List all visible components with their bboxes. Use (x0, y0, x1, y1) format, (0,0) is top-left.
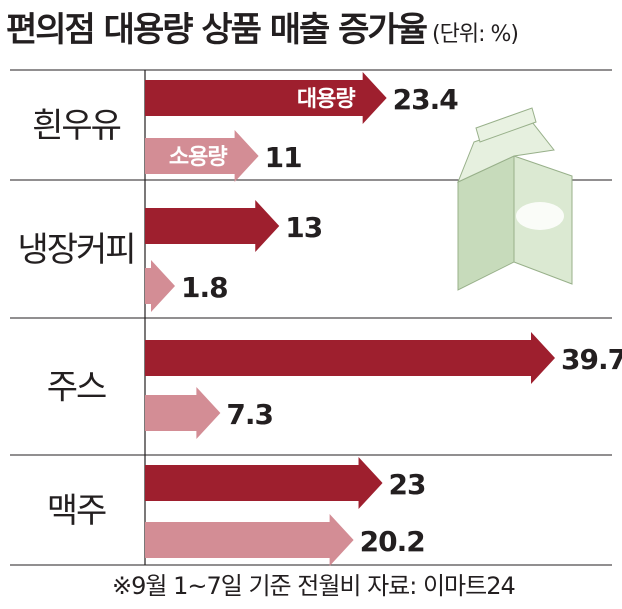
bar-small (145, 260, 175, 312)
unit-label: (단위: %) (432, 22, 519, 47)
bar-large (145, 72, 387, 124)
value-label: 23 (389, 468, 426, 501)
category-label: 맥주 (47, 491, 106, 531)
category-label: 주스 (47, 368, 106, 408)
bar-large (145, 457, 383, 509)
value-label: 23.4 (393, 83, 459, 116)
category-label: 흰우유 (32, 106, 121, 146)
bar-large (145, 332, 555, 384)
bar-small (145, 514, 354, 566)
series-label: 대용량 (297, 87, 355, 112)
bar-small (145, 130, 259, 182)
value-label: 20.2 (360, 525, 425, 558)
category-label: 냉장커피 (17, 230, 134, 270)
title-row: 편의점 대용량 상품 매출 증가율 (단위: %) (6, 2, 620, 58)
value-label: 39.7 (561, 343, 622, 376)
source-note: ※9월 1~7일 기준 전월비 자료: 이마트24 (112, 572, 516, 600)
value-label: 7.3 (226, 398, 273, 431)
carton-label (516, 202, 564, 230)
value-label: 13 (285, 211, 322, 244)
series-label: 소용량 (169, 145, 227, 170)
carton-cap (475, 107, 537, 143)
value-label: 11 (265, 141, 302, 174)
chart-title: 편의점 대용량 상품 매출 증가율 (6, 10, 428, 50)
value-label: 1.8 (181, 271, 228, 304)
bar-large (145, 200, 280, 252)
bar-small (145, 387, 221, 439)
